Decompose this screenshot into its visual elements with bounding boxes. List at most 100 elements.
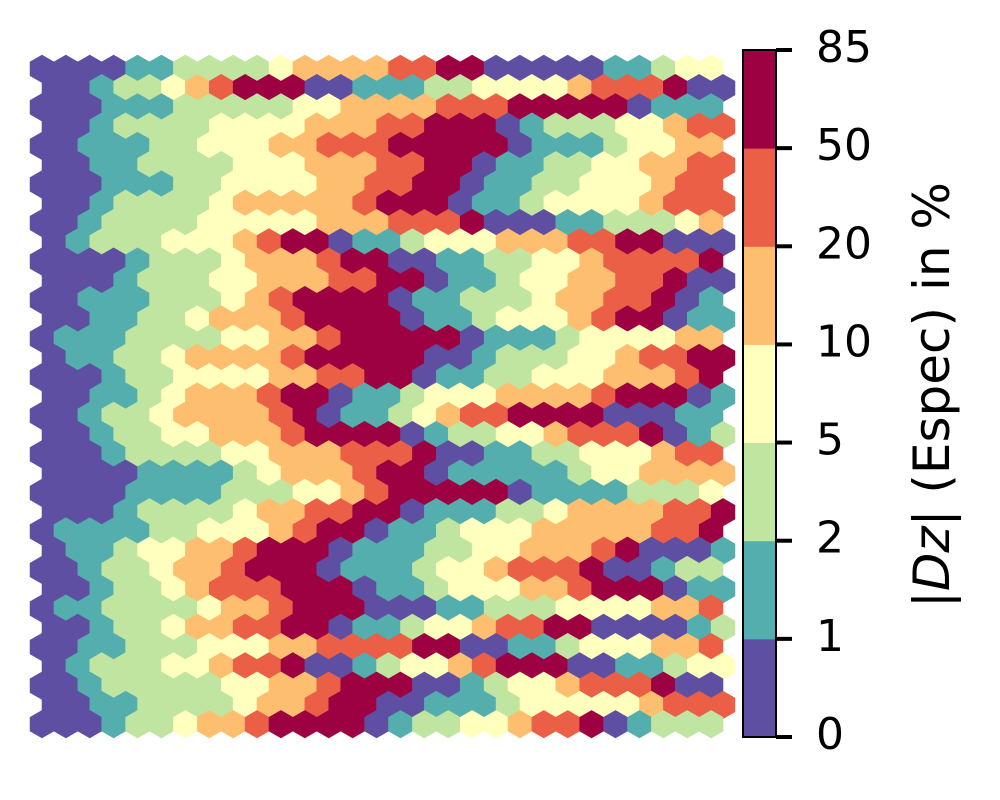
hex-cell xyxy=(256,151,282,180)
hex-cell xyxy=(161,266,186,295)
hex-cell xyxy=(352,575,377,604)
hex-cell xyxy=(304,382,329,411)
hex-cell xyxy=(173,517,198,546)
hex-cell xyxy=(555,131,580,160)
colorbar-bin xyxy=(743,638,776,738)
hex-cell xyxy=(292,594,318,623)
hex-cell xyxy=(89,112,114,141)
hex-cell xyxy=(101,131,126,160)
hex-cell xyxy=(232,575,258,604)
hex-cell xyxy=(304,575,329,604)
hex-cell xyxy=(125,594,150,623)
hex-cell xyxy=(101,671,126,700)
hex-cell xyxy=(77,517,102,546)
hex-cell xyxy=(459,440,485,469)
hex-cell xyxy=(495,228,521,257)
hex-cell xyxy=(651,363,676,392)
hex-cell xyxy=(232,189,258,218)
hex-cell xyxy=(710,151,736,180)
hex-cell xyxy=(603,440,628,469)
hex-cell xyxy=(603,710,628,739)
hex-cell xyxy=(101,208,126,238)
hex-cell xyxy=(376,420,401,450)
hex-cell xyxy=(340,363,365,392)
hex-cell xyxy=(483,208,509,238)
hex-cell xyxy=(675,363,700,392)
hex-cell xyxy=(471,420,497,450)
hex-cell xyxy=(591,305,616,334)
hex-cell xyxy=(101,401,126,430)
hex-cell xyxy=(209,151,234,180)
hex-cell xyxy=(567,459,592,488)
hex-cell xyxy=(543,652,568,681)
hex-cell xyxy=(53,286,79,315)
hex-cell xyxy=(77,324,102,353)
hex-cell xyxy=(65,189,90,218)
hex-cell xyxy=(675,594,700,623)
hex-cell xyxy=(173,401,198,430)
hex-cell xyxy=(388,594,413,623)
hex-cell xyxy=(209,420,234,450)
hex-cell xyxy=(388,478,413,507)
hex-cell xyxy=(424,652,449,681)
colorbar-bin xyxy=(743,148,776,247)
hex-cell xyxy=(328,74,353,103)
hex-cell xyxy=(352,343,377,373)
hex-cell xyxy=(627,478,652,507)
hex-cell xyxy=(77,93,102,122)
hex-cell xyxy=(459,710,485,739)
hex-cell xyxy=(555,170,580,199)
hex-cell xyxy=(185,652,210,681)
hex-cell xyxy=(579,131,604,160)
hex-cell xyxy=(412,208,437,238)
hex-cell xyxy=(698,555,724,585)
hex-cell xyxy=(412,247,437,276)
hex-cell xyxy=(316,478,341,507)
hex-cell xyxy=(161,652,186,681)
hex-cell xyxy=(400,420,425,450)
hex-cell xyxy=(65,536,90,565)
hex-cell xyxy=(316,208,341,238)
hex-cell xyxy=(555,594,580,623)
hex-cell xyxy=(173,54,198,83)
hex-cell xyxy=(65,575,90,604)
hex-cell xyxy=(555,93,580,122)
hex-cell xyxy=(340,54,365,83)
hex-cell xyxy=(627,131,652,160)
hex-cell xyxy=(507,286,533,315)
hex-cell xyxy=(29,710,55,739)
hex-cell xyxy=(185,112,210,141)
hex-cell xyxy=(53,478,79,507)
hex-cell xyxy=(185,498,210,527)
hex-cell xyxy=(65,382,90,411)
hex-cell xyxy=(495,343,521,373)
hex-cell xyxy=(41,343,67,373)
hex-cell xyxy=(292,478,318,507)
hex-cell xyxy=(161,74,186,103)
hex-cell xyxy=(364,401,389,430)
hex-cell xyxy=(436,478,461,507)
hex-cell xyxy=(603,247,628,276)
hex-cell xyxy=(543,575,568,604)
hex-cell xyxy=(304,420,329,450)
colorbar-bins xyxy=(743,50,776,738)
hex-cell xyxy=(29,363,55,392)
hex-cell xyxy=(507,633,533,662)
hex-cell xyxy=(459,517,485,546)
hex-cell xyxy=(519,305,545,334)
hex-cell xyxy=(173,363,198,392)
hex-cell xyxy=(185,189,210,218)
hex-cell xyxy=(53,363,79,392)
hex-cell xyxy=(710,420,736,450)
hex-cell xyxy=(197,247,222,276)
hex-cell xyxy=(113,613,138,642)
hex-cell xyxy=(471,266,497,295)
hex-cell xyxy=(328,652,353,681)
hex-cell xyxy=(53,208,79,238)
hex-cell xyxy=(686,112,712,141)
hex-cell xyxy=(209,536,234,565)
colorbar-label: |Dz| (Espec) in % xyxy=(903,182,961,608)
hex-cell xyxy=(65,343,90,373)
hex-cell xyxy=(268,440,294,469)
hex-cell xyxy=(675,710,700,739)
